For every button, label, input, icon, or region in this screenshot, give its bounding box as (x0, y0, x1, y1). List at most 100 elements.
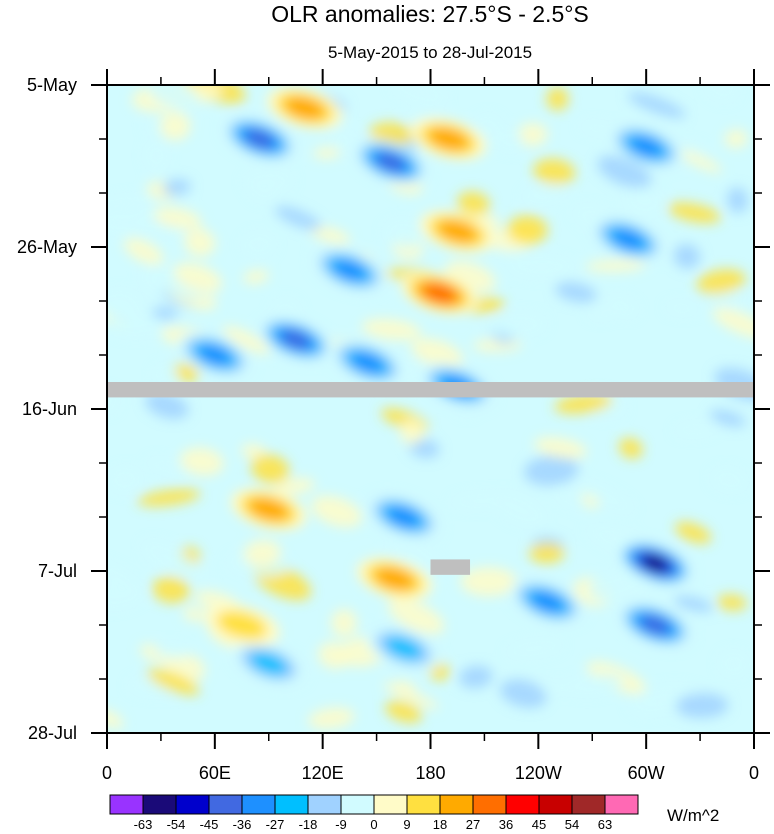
colorbar-label: -18 (299, 817, 318, 832)
field-texture (109, 467, 141, 492)
plot-area (107, 85, 754, 733)
anomaly-feature (281, 330, 310, 349)
field-texture (107, 581, 144, 608)
field-texture (146, 668, 200, 696)
field-texture (608, 295, 637, 317)
anomaly-feature (531, 591, 564, 612)
field-texture (162, 179, 191, 196)
anomaly-feature (216, 610, 268, 640)
field-texture (382, 683, 440, 710)
field-texture (523, 185, 567, 203)
field-texture (244, 171, 294, 192)
colorbar-label: -54 (167, 817, 186, 832)
colorbar-swatch (505, 794, 540, 815)
anomaly-feature (641, 616, 670, 634)
field-texture (153, 207, 202, 229)
field-texture (580, 122, 613, 134)
missing-data-band (430, 559, 471, 575)
anomaly-feature (351, 352, 384, 373)
field-texture (331, 609, 357, 637)
y-axis: 5-May 26-May 16-Jun 7-Jul 28-Jul (17, 75, 770, 743)
field-texture (676, 149, 723, 173)
field-texture (533, 158, 576, 185)
anomaly-feature (423, 283, 456, 303)
field-texture (451, 494, 512, 508)
missing-data-layer (107, 382, 754, 575)
field-texture (554, 489, 588, 509)
colorbar-swatch (175, 794, 210, 815)
field-texture (719, 652, 748, 676)
field-texture (510, 257, 574, 277)
field-texture (145, 392, 189, 419)
field-texture (393, 680, 416, 693)
field-texture (668, 202, 721, 224)
y-tick-label: 7-Jul (38, 561, 77, 581)
units-label: W/m^2 (667, 806, 719, 825)
field-texture (457, 191, 490, 216)
field-texture (546, 87, 569, 111)
colorbar-swatch (604, 794, 639, 815)
field-texture (585, 527, 638, 542)
x-tick-label: 0 (102, 763, 112, 783)
field-texture (712, 468, 747, 491)
field-texture (498, 131, 524, 151)
field-texture (524, 455, 579, 486)
field-texture (179, 447, 224, 476)
y-tick-label: 16-Jun (22, 399, 77, 419)
colorbar-swatch (241, 794, 276, 815)
field-texture (484, 313, 546, 337)
field-texture (499, 679, 547, 708)
colorbar-swatch (142, 794, 177, 815)
anomaly-feature (376, 153, 406, 171)
field-texture (629, 691, 672, 715)
colorbar-label: 27 (466, 817, 480, 832)
field-texture (184, 228, 216, 257)
field-texture (675, 423, 717, 436)
field-texture (705, 85, 738, 101)
field-texture (585, 259, 646, 272)
field-texture (137, 489, 201, 507)
field-texture (673, 244, 701, 269)
field-texture (147, 459, 189, 475)
field-texture (243, 233, 275, 256)
field-texture (154, 644, 191, 659)
field-texture (386, 537, 443, 573)
missing-data-band (107, 382, 754, 398)
field-texture (310, 495, 363, 528)
field-texture (554, 393, 613, 414)
anomaly-feature (428, 127, 469, 151)
field-texture (565, 674, 624, 695)
colorbar-label: -63 (134, 817, 153, 832)
field-texture (597, 155, 652, 189)
colorbar-label: 18 (433, 817, 447, 832)
x-tick-label: 120W (515, 763, 562, 783)
colorbar-label: 9 (403, 817, 410, 832)
field-texture (159, 111, 191, 141)
field-texture (387, 598, 445, 635)
field-texture (675, 693, 729, 718)
field-texture (588, 306, 614, 319)
field-texture (712, 307, 754, 339)
field-texture (151, 307, 178, 321)
field-texture (369, 122, 414, 146)
field-texture (274, 206, 322, 230)
anomaly-feature (249, 498, 289, 521)
field-texture (627, 92, 686, 118)
field-texture (131, 223, 175, 235)
chart-subtitle: 5-May-2015 to 28-Jul-2015 (328, 43, 532, 62)
field-texture (183, 606, 204, 622)
colorbar-swatch (571, 794, 606, 815)
field-texture (154, 364, 179, 386)
field-texture (399, 419, 425, 445)
field-texture (318, 642, 349, 669)
field-texture (332, 129, 354, 151)
chart-title: OLR anomalies: 27.5°S - 2.5°S (271, 1, 589, 27)
colorbar-swatch (307, 794, 342, 815)
field-texture (145, 142, 168, 170)
field-texture (724, 129, 748, 148)
colorbar-swatch (208, 794, 243, 815)
anomaly-feature (643, 555, 667, 571)
x-tick-label: 180 (415, 763, 445, 783)
field-texture (409, 438, 440, 459)
